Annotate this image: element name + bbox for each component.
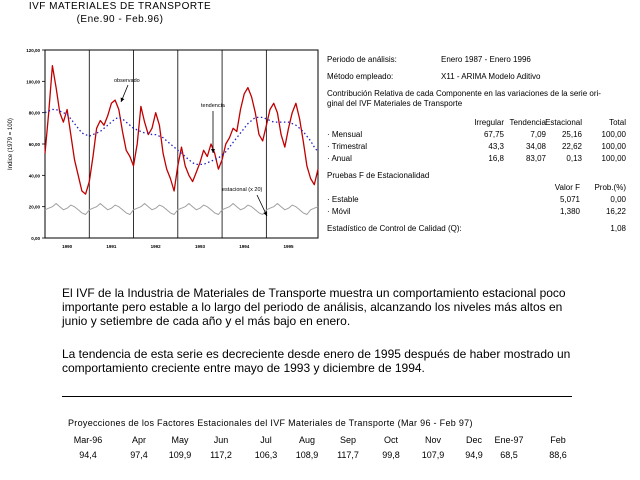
projection-month: Nov — [424, 435, 441, 445]
contrib-cell: 16,8 — [488, 154, 504, 163]
contrib-row-label: · Trimestral — [327, 142, 367, 151]
line-chart: 0,00 20,00 40,00 60,00 80,00 100,00 120,00 1990… — [8, 48, 319, 249]
projection-value: 94,4 — [79, 450, 97, 460]
pruebas-title: Pruebas F de Estacionalidad — [327, 171, 430, 180]
x-tick-label: 1995 — [283, 244, 294, 249]
contrib-header: Total — [609, 118, 626, 127]
contrib-cell: 43,3 — [488, 142, 504, 151]
metodo-value: X11 - ARIMA Modelo Aditivo — [441, 72, 541, 81]
y-tick-label: 80,00 — [29, 111, 41, 116]
contrib-header: Estacional — [545, 118, 582, 127]
projection-month: Oct — [383, 435, 398, 445]
pruebas-cell: 1,380 — [559, 207, 580, 216]
projection-month: Sep — [339, 435, 356, 445]
projection-value: 94,9 — [465, 450, 483, 460]
contrib-line-2: ginal del IVF Materiales de Transporte — [327, 99, 463, 108]
projections-title: Proyecciones de los Factores Estacionale… — [68, 418, 473, 428]
projection-month: Aug — [298, 435, 315, 445]
contrib-line-1: Contribución Relativa de cada Componente… — [327, 89, 601, 98]
pruebas-cell: 5,071 — [559, 195, 580, 204]
series-line-2 — [44, 108, 319, 166]
projection-month: Feb — [550, 435, 566, 445]
y-tick-label: 0,00 — [31, 236, 40, 241]
y-tick-label: 120,00 — [26, 48, 40, 53]
pruebas-header: Prob.(%) — [594, 183, 626, 192]
series-line-3 — [44, 203, 319, 215]
projection-month: May — [171, 435, 189, 445]
x-tick-label: 1994 — [239, 244, 250, 249]
contrib-cell: 67,75 — [483, 130, 504, 139]
projection-value: 106,3 — [254, 450, 278, 460]
projection-value: 99,8 — [382, 450, 400, 460]
pruebas-header: Valor F — [554, 183, 580, 192]
y-tick-label: 40,00 — [29, 173, 41, 178]
chart-title-block: IVF MATERIALES DE TRANSPORTE (Ene.90 - F… — [0, 0, 240, 26]
projection-month: Mar-96 — [73, 435, 103, 445]
pruebas-cell: 0,00 — [610, 195, 626, 204]
pruebas-cell: 16,22 — [605, 207, 626, 216]
x-tick-label: 1990 — [62, 244, 73, 249]
periodo-label: Periodo de análisis: — [327, 55, 397, 64]
contrib-cell: 25,16 — [561, 130, 582, 139]
projection-month: Apr — [131, 435, 146, 445]
chart-title: IVF MATERIALES DE TRANSPORTE — [28, 1, 212, 12]
projection-month: Jun — [213, 435, 229, 445]
x-tick-label: 1993 — [195, 244, 206, 249]
projection-value: 68,5 — [500, 450, 518, 460]
separator-line — [62, 396, 572, 397]
contrib-header: Irregular — [474, 118, 504, 127]
contrib-cell: 22,62 — [561, 142, 582, 151]
annotation-estacional-arrow-head — [263, 211, 268, 216]
y-axis-label: Indice (1979 = 100) — [8, 118, 14, 170]
contrib-cell: 83,07 — [525, 154, 546, 163]
x-tick-label: 1991 — [106, 244, 117, 249]
y-tick-label: 100,00 — [26, 79, 40, 84]
series-line-1 — [44, 65, 319, 195]
periodo-value: Enero 1987 - Enero 1996 — [441, 55, 531, 64]
pruebas-row-label: · Estable — [327, 195, 359, 204]
annotation-observado-arrow-head — [120, 97, 125, 102]
x-tick-label: 1992 — [151, 244, 162, 249]
projection-month: Ene-97 — [494, 435, 524, 445]
contrib-row-label: · Anual — [327, 154, 352, 163]
contrib-cell: 100,00 — [601, 142, 626, 151]
contrib-cell: 0,13 — [566, 154, 582, 163]
y-tick-label: 60,00 — [29, 142, 41, 147]
description-paragraph-1: El IVF de la Industria de Materiales de … — [62, 286, 566, 328]
contrib-row-label: · Mensual — [327, 130, 363, 139]
contrib-cell: 100,00 — [601, 130, 626, 139]
contrib-cell: 100,00 — [601, 154, 626, 163]
y-tick-label: 20,00 — [29, 205, 41, 210]
projection-value: 117,2 — [210, 450, 232, 460]
projection-value: 108,9 — [295, 450, 319, 460]
plot-area — [44, 49, 319, 239]
projection-month: Jul — [260, 435, 272, 445]
projection-value: 117,7 — [337, 450, 359, 460]
projection-value: 107,9 — [421, 450, 445, 460]
control-value: 1,08 — [610, 224, 626, 233]
annotation-observado: observado — [114, 78, 140, 84]
contrib-cell: 7,09 — [530, 130, 546, 139]
description-paragraph-2: La tendencia de esta serie es decrecient… — [62, 347, 571, 375]
metodo-label: Método empleado: — [327, 72, 394, 81]
pruebas-row-label: · Móvil — [327, 207, 351, 216]
projection-value: 109,9 — [168, 450, 192, 460]
projection-value: 88,6 — [549, 450, 567, 460]
annotation-tendencia: tendencia — [201, 103, 226, 109]
chart-subtitle: (Ene.90 - Feb.96) — [76, 14, 164, 25]
projection-value: 97,4 — [130, 450, 148, 460]
annotation-estacional: estacional (x 20) — [222, 187, 263, 193]
projection-month: Dec — [465, 435, 482, 445]
control-label: Estadístico de Control de Calidad (Q): — [327, 224, 462, 233]
contrib-cell: 34,08 — [525, 142, 546, 151]
contrib-header: Tendencia — [509, 118, 546, 127]
annotation-tendencia-arrow-head — [211, 149, 215, 153]
